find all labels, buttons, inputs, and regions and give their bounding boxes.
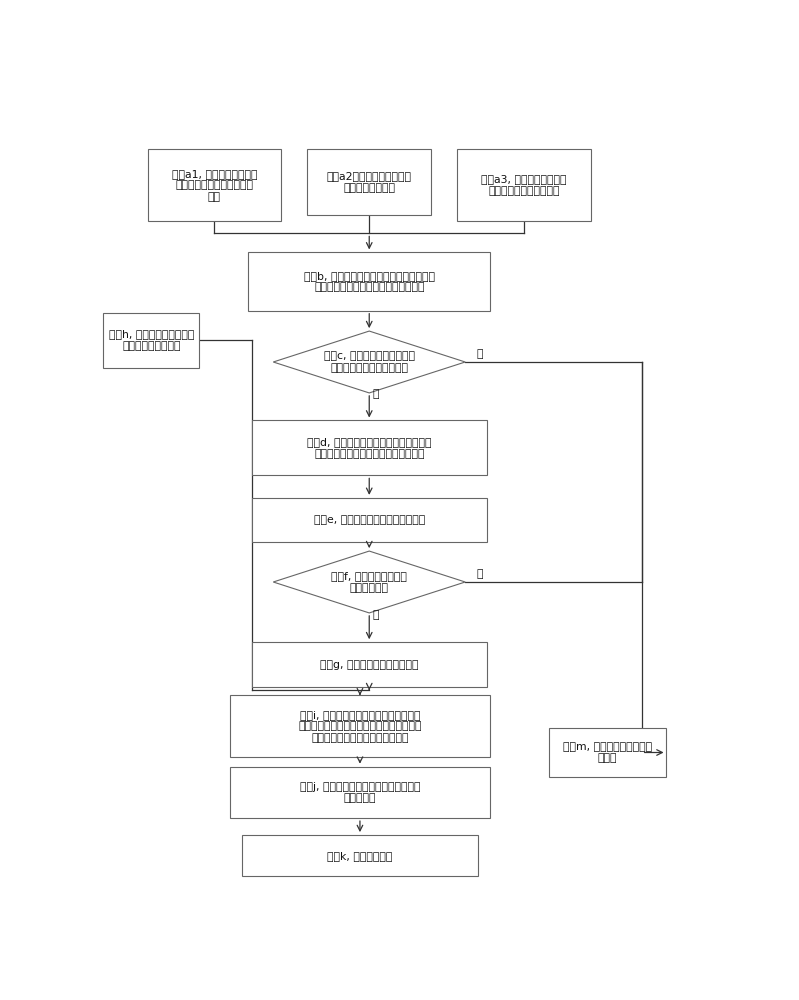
Text: 步骤f, 判断动态参数是否
符合预设条件: 步骤f, 判断动态参数是否 符合预设条件 [332,571,407,593]
Text: 步骤a1, 测距仪测量当前时
刻的监测位置与目标区域的
距离: 步骤a1, 测距仪测量当前时 刻的监测位置与目标区域的 距离 [172,169,257,202]
Text: 步骤k, 发出报警信号: 步骤k, 发出报警信号 [328,851,392,861]
FancyBboxPatch shape [252,642,487,687]
FancyBboxPatch shape [549,728,666,777]
FancyBboxPatch shape [252,420,487,475]
Text: 步骤a2，气象传感器采集当
前时刻的气象信息: 步骤a2，气象传感器采集当 前时刻的气象信息 [327,171,411,193]
Text: 否: 否 [476,349,483,359]
Polygon shape [273,331,465,393]
FancyBboxPatch shape [148,149,281,221]
Text: 步骤b, 通过距离、气象信息以及热图像的灰
度值计算得到当前时刻的可疑火源阈值: 步骤b, 通过距离、气象信息以及热图像的灰 度值计算得到当前时刻的可疑火源阈值 [304,271,435,292]
Text: 步骤c, 判断目标区域中是否存
在大于可疑火源阈值的区域: 步骤c, 判断目标区域中是否存 在大于可疑火源阈值的区域 [324,351,415,373]
FancyBboxPatch shape [252,498,487,542]
FancyBboxPatch shape [230,767,490,818]
Text: 步骤g, 确定目标区域中存在火情: 步骤g, 确定目标区域中存在火情 [320,660,419,670]
Text: 是: 是 [372,610,379,620]
Text: 否: 否 [476,569,483,579]
Text: 步骤i, 将可见光摄像机以及热像仪监测到
的图像数据进行压缩，将气象信息、火情报
警信息、地理位置信息等打包传输: 步骤i, 将可见光摄像机以及热像仪监测到 的图像数据进行压缩，将气象信息、火情报… [298,710,422,743]
Text: 步骤a3, 热像仪监测当前时
刻的目标区域内的热图像: 步骤a3, 热像仪监测当前时 刻的目标区域内的热图像 [481,175,566,196]
Text: 步骤d, 标识可疑火源区域，读取在当前时
刻之后的目标区域的连续的多帧热图像: 步骤d, 标识可疑火源区域，读取在当前时 刻之后的目标区域的连续的多帧热图像 [307,437,431,459]
FancyBboxPatch shape [248,252,490,311]
FancyBboxPatch shape [458,149,590,221]
Text: 步骤e, 提取可疑火源区域的动态参数: 步骤e, 提取可疑火源区域的动态参数 [314,515,425,525]
Text: 步骤j, 在三维地理信息系统中，计算火情
的地点信息: 步骤j, 在三维地理信息系统中，计算火情 的地点信息 [300,782,420,803]
Polygon shape [273,551,465,613]
Text: 步骤m, 确定目标区域中不存
在火源: 步骤m, 确定目标区域中不存 在火源 [563,742,652,763]
FancyBboxPatch shape [242,835,478,876]
Text: 是: 是 [372,389,379,399]
FancyBboxPatch shape [230,695,490,757]
FancyBboxPatch shape [308,149,431,215]
FancyBboxPatch shape [103,312,199,367]
Text: 步骤h, 可见光摄像机拍摄目
标区域的可见光图像: 步骤h, 可见光摄像机拍摄目 标区域的可见光图像 [109,329,194,351]
